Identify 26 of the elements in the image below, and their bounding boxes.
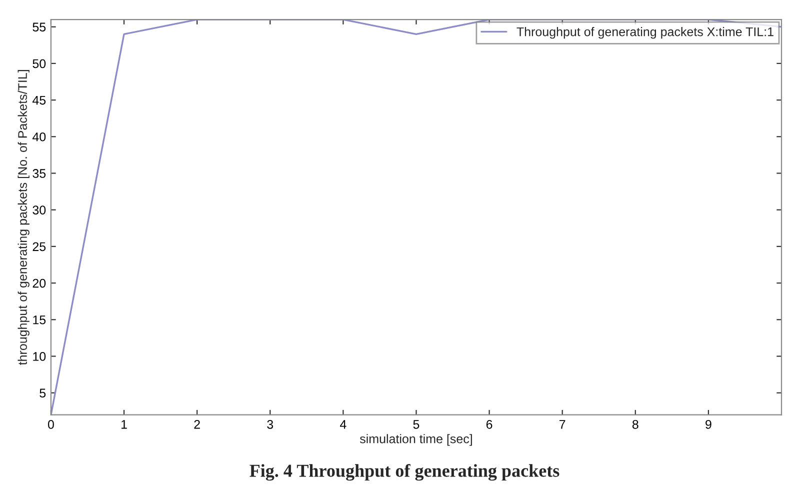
x-tick-label: 4	[340, 420, 346, 429]
x-tick-label: 3	[267, 420, 274, 429]
y-tick-label: 25	[32, 242, 46, 252]
line-series	[50, 20, 782, 415]
y-tick-label: 10	[33, 352, 46, 361]
y-tick-label: 50	[32, 59, 46, 68]
x-tick-label: 6	[486, 420, 492, 429]
y-tick-label: 30	[32, 206, 46, 214]
y-axis-title: throughput of generating packets [No. of Packets/TIL]	[18, 70, 30, 365]
y-tick-label: 20	[32, 278, 46, 288]
x-tick-label: 7	[560, 420, 566, 429]
y-tick-label: 35	[32, 169, 46, 178]
x-tick-label: 8	[632, 420, 638, 429]
x-tick-label: 5	[413, 420, 420, 429]
y-tick-label: 15	[33, 316, 46, 324]
legend-label: Throughput of generating packets X:time TIL:1	[516, 27, 774, 39]
x-axis-title: simulation time [sec]	[360, 434, 472, 446]
x-tick-label: 0	[48, 420, 54, 429]
x-tick-label: 2	[194, 420, 200, 429]
caption: Fig. 4 Throughput of generating packets	[250, 464, 560, 481]
y-tick-label: 45	[32, 96, 46, 105]
y-tick-label: 55	[32, 22, 46, 32]
x-tick-label: 9	[706, 420, 712, 429]
x-tick-label: 1	[121, 420, 127, 429]
y-tick-label: 40	[32, 132, 46, 142]
y-tick-label: 5	[40, 388, 46, 398]
